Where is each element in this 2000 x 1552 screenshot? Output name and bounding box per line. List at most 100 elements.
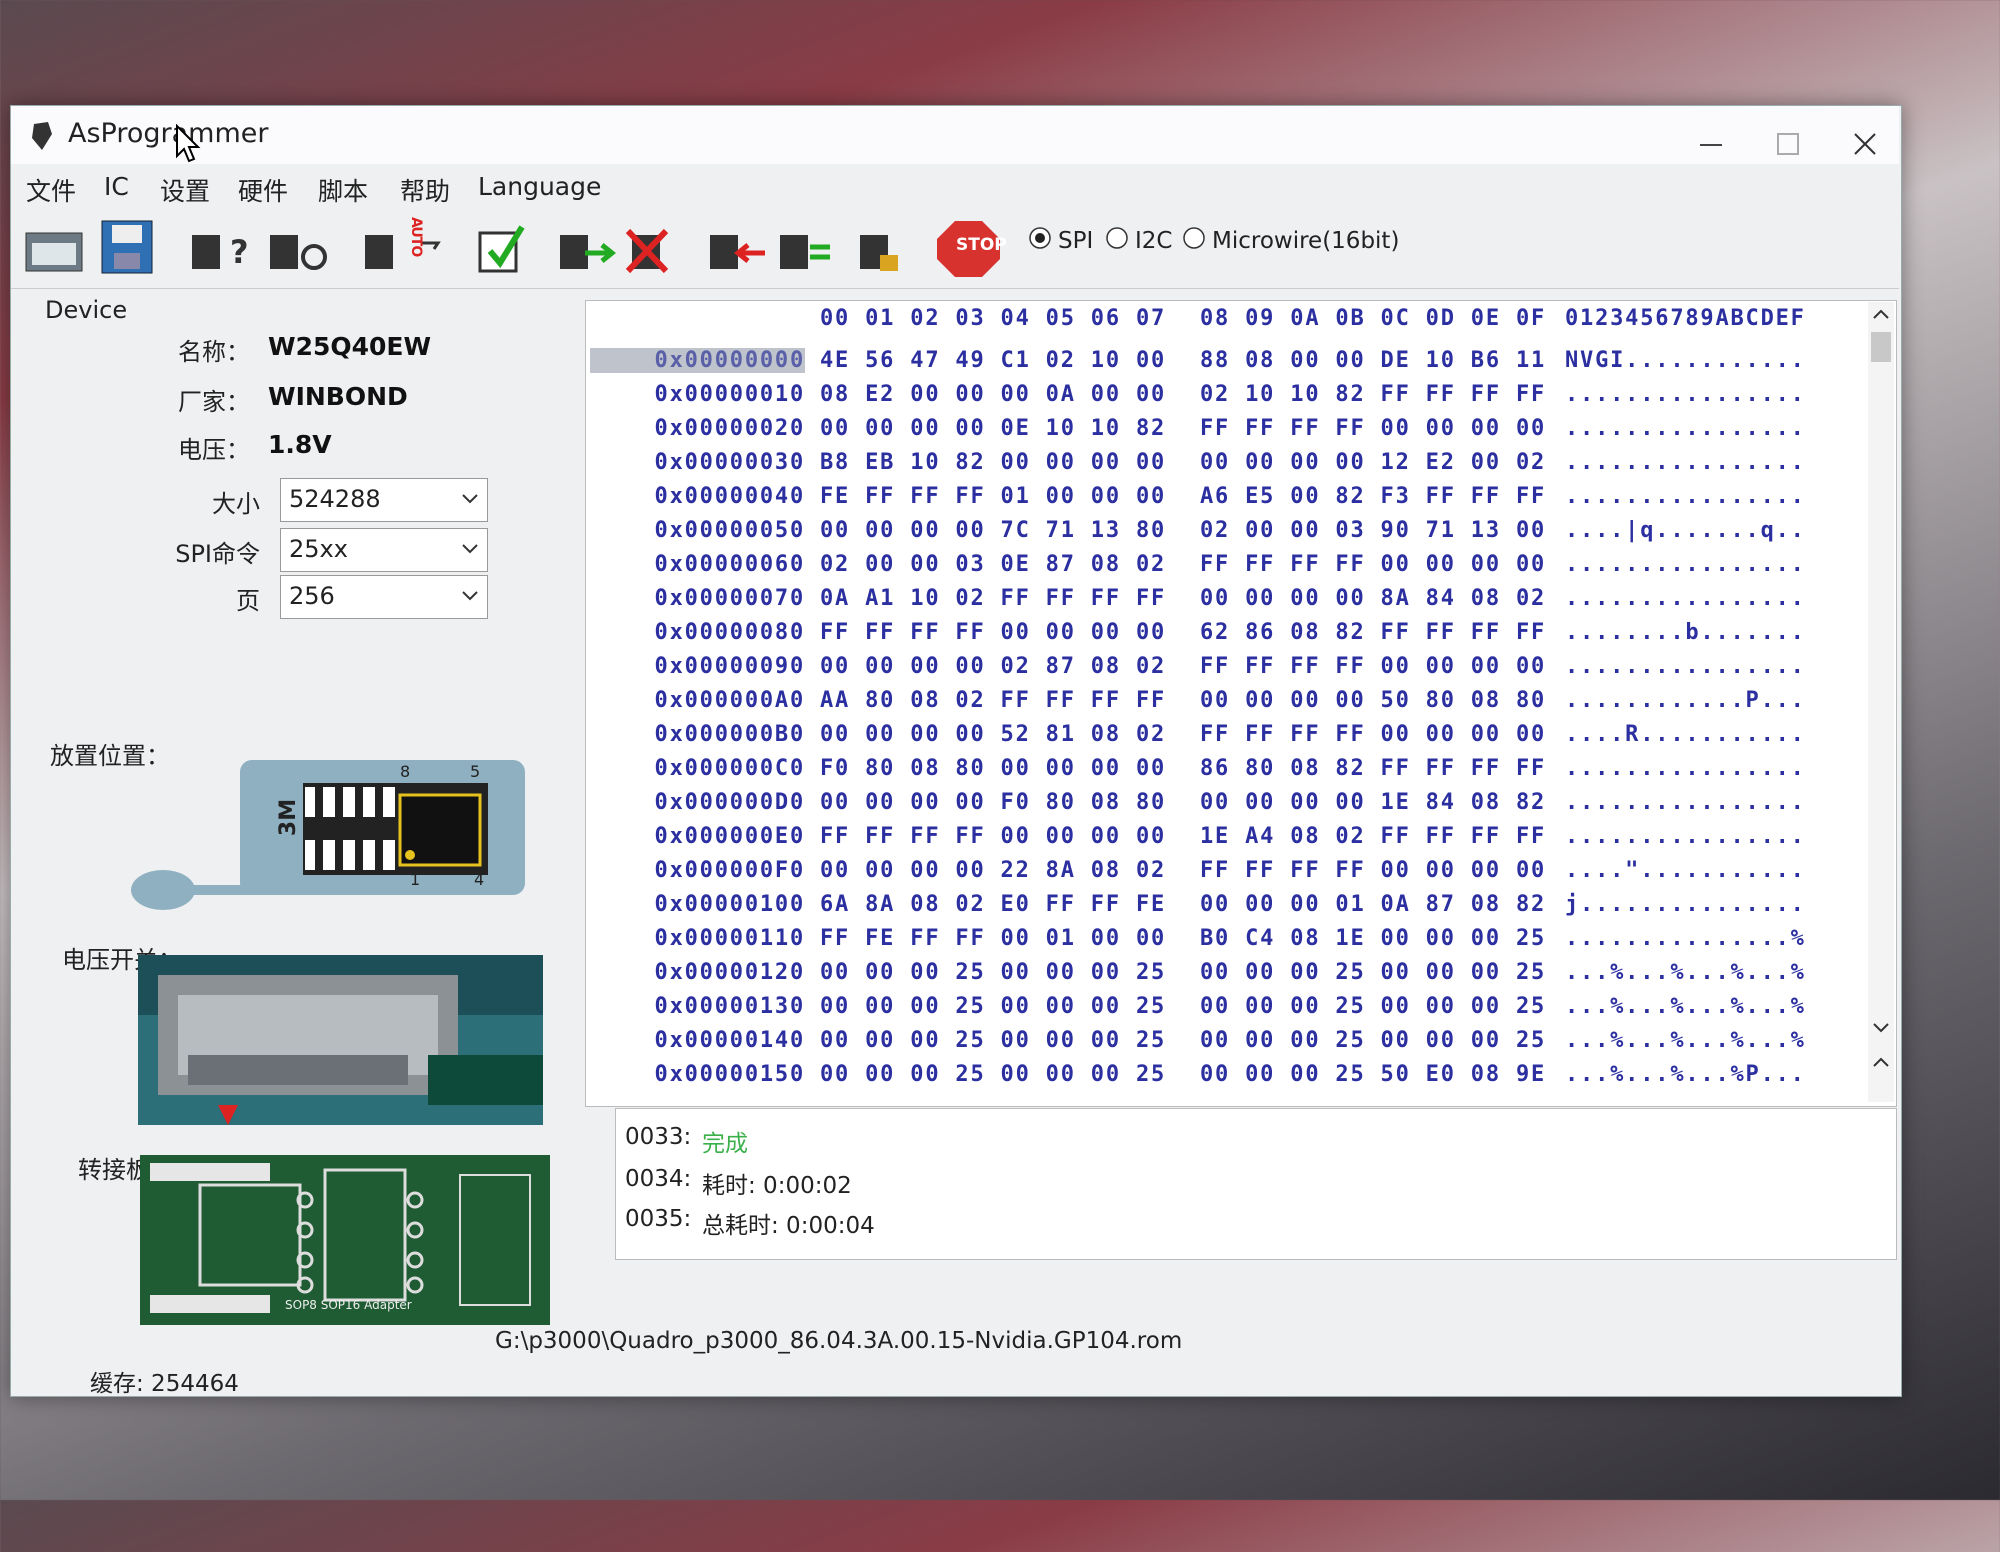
- radio-button[interactable]: [1105, 226, 1129, 250]
- hex-bytes[interactable]: 02 10 10 82 FF FF FF FF: [1200, 382, 1547, 407]
- hex-bytes[interactable]: 00 00 00 25 00 00 00 25: [820, 1062, 1167, 1087]
- ascii[interactable]: ................: [1565, 756, 1806, 781]
- toolbar-icons[interactable]: ?: [20, 215, 1420, 285]
- hex-bytes[interactable]: FF FF FF FF 00 00 00 00: [1200, 552, 1547, 577]
- ascii[interactable]: ................: [1565, 416, 1806, 441]
- ascii[interactable]: ...%...%...%P...: [1565, 1062, 1806, 1087]
- hex-bytes[interactable]: 02 00 00 03 0E 87 08 02: [820, 552, 1167, 577]
- hex-bytes[interactable]: 00 00 00 25 00 00 00 25: [1200, 960, 1547, 985]
- dropdown[interactable]: 25xx: [280, 528, 488, 572]
- hex-bytes[interactable]: 00 00 00 00 50 80 08 80: [1200, 688, 1547, 713]
- hex-bytes[interactable]: 00 00 00 00 8A 84 08 02: [1200, 586, 1547, 611]
- address[interactable]: 0x000000A0: [654, 688, 805, 713]
- menu-item[interactable]: 硬件: [238, 177, 289, 206]
- address[interactable]: 0x00000040: [654, 484, 805, 509]
- ascii[interactable]: ...."...........: [1565, 858, 1806, 883]
- hex-bytes[interactable]: 1E A4 08 02 FF FF FF FF: [1200, 824, 1547, 849]
- ascii[interactable]: ............P...: [1565, 688, 1806, 713]
- hex-bytes[interactable]: 00 00 00 25 50 E0 08 9E: [1200, 1062, 1547, 1087]
- ascii[interactable]: ................: [1565, 382, 1806, 407]
- address[interactable]: 0x00000150: [654, 1062, 805, 1087]
- ascii[interactable]: ................: [1565, 790, 1806, 815]
- address[interactable]: 0x00000020: [654, 416, 805, 441]
- hex-bytes[interactable]: FE FF FF FF 01 00 00 00: [820, 484, 1167, 509]
- hex-bytes[interactable]: 00 00 00 00 22 8A 08 02: [820, 858, 1167, 883]
- hex-bytes[interactable]: 6A 8A 08 02 E0 FF FF FE: [820, 892, 1167, 917]
- address[interactable]: 0x000000D0: [654, 790, 805, 815]
- hex-editor[interactable]: [585, 300, 1897, 1107]
- hex-bytes[interactable]: 02 00 00 03 90 71 13 00: [1200, 518, 1547, 543]
- window-controls[interactable]: [1700, 130, 1890, 160]
- hex-bytes[interactable]: 00 00 00 00 7C 71 13 80: [820, 518, 1167, 543]
- hex-bytes[interactable]: A6 E5 00 82 F3 FF FF FF: [1200, 484, 1547, 509]
- hex-bytes[interactable]: 86 80 08 82 FF FF FF FF: [1200, 756, 1547, 781]
- menu-item[interactable]: 脚本: [318, 177, 369, 206]
- hex-bytes[interactable]: 00 00 00 00 12 E2 00 02: [1200, 450, 1547, 475]
- scrollbars[interactable]: [1868, 302, 1894, 1552]
- address[interactable]: 0x00000090: [654, 654, 805, 679]
- menu-item[interactable]: Language: [478, 172, 602, 201]
- address[interactable]: 0x000000E0: [654, 824, 805, 849]
- hex-bytes[interactable]: FF FF FF FF 00 00 00 00: [1200, 858, 1547, 883]
- hex-bytes[interactable]: 00 00 00 00 02 87 08 02: [820, 654, 1167, 679]
- hex-bytes[interactable]: 88 08 00 00 DE 10 B6 11: [1200, 348, 1547, 373]
- ascii[interactable]: ................: [1565, 552, 1806, 577]
- hex-bytes[interactable]: 00 00 00 00 0E 10 10 82: [820, 416, 1167, 441]
- ascii[interactable]: ................: [1565, 484, 1806, 509]
- hex-bytes[interactable]: 00 00 00 25 00 00 00 25: [820, 1028, 1167, 1053]
- hex-bytes[interactable]: FF FF FF FF 00 00 00 00: [1200, 654, 1547, 679]
- address[interactable]: 0x000000F0: [654, 858, 805, 883]
- hex-bytes[interactable]: 00 00 00 25 00 00 00 25: [820, 960, 1167, 985]
- radio-label[interactable]: Microwire(16bit): [1212, 228, 1400, 254]
- hex-bytes[interactable]: AA 80 08 02 FF FF FF FF: [820, 688, 1167, 713]
- dropdown[interactable]: 256: [280, 575, 488, 619]
- address[interactable]: 0x00000000: [590, 348, 805, 373]
- ascii[interactable]: ....R...........: [1565, 722, 1806, 747]
- address[interactable]: 0x000000B0: [654, 722, 805, 747]
- address[interactable]: 0x00000120: [654, 960, 805, 985]
- ascii[interactable]: ...%...%...%...%: [1565, 994, 1806, 1019]
- address[interactable]: 0x00000060: [654, 552, 805, 577]
- address[interactable]: 0x00000050: [654, 518, 805, 543]
- hex-bytes[interactable]: FF FF FF FF 00 00 00 00: [1200, 722, 1547, 747]
- menu-item[interactable]: 文件: [26, 177, 77, 206]
- hex-bytes[interactable]: FF FF FF FF 00 00 00 00: [820, 620, 1167, 645]
- address[interactable]: 0x00000140: [654, 1028, 805, 1053]
- hex-bytes[interactable]: 00 00 00 00 1E 84 08 82: [1200, 790, 1547, 815]
- hex-bytes[interactable]: 00 00 00 01 0A 87 08 82: [1200, 892, 1547, 917]
- hex-bytes[interactable]: B8 EB 10 82 00 00 00 00: [820, 450, 1167, 475]
- hex-bytes[interactable]: 00 00 00 25 00 00 00 25: [1200, 994, 1547, 1019]
- menu-item[interactable]: 设置: [160, 177, 211, 206]
- menu-item[interactable]: IC: [104, 172, 129, 201]
- address[interactable]: 0x00000100: [654, 892, 805, 917]
- stop-label[interactable]: STOP: [956, 235, 1007, 255]
- address[interactable]: 0x00000010: [654, 382, 805, 407]
- hex-bytes[interactable]: F0 80 08 80 00 00 00 00: [820, 756, 1167, 781]
- ascii[interactable]: ...%...%...%...%: [1565, 960, 1806, 985]
- ascii[interactable]: ................: [1565, 824, 1806, 849]
- hex-bytes[interactable]: FF FF FF FF 00 00 00 00: [820, 824, 1167, 849]
- ascii[interactable]: ........b.......: [1565, 620, 1806, 645]
- ascii[interactable]: ................: [1565, 654, 1806, 679]
- address[interactable]: 0x00000070: [654, 586, 805, 611]
- hex-bytes[interactable]: FF FF FF FF 00 00 00 00: [1200, 416, 1547, 441]
- hex-bytes[interactable]: 4E 56 47 49 C1 02 10 00: [820, 348, 1167, 373]
- hex-bytes[interactable]: 00 00 00 00 F0 80 08 80: [820, 790, 1167, 815]
- address[interactable]: 0x00000110: [654, 926, 805, 951]
- address[interactable]: 0x00000130: [654, 994, 805, 1019]
- radio-button[interactable]: [1028, 226, 1052, 250]
- menu-item[interactable]: 帮助: [400, 177, 451, 206]
- radio-button[interactable]: [1182, 226, 1206, 250]
- hex-bytes[interactable]: B0 C4 08 1E 00 00 00 25: [1200, 926, 1547, 951]
- hex-bytes[interactable]: FF FE FF FF 00 01 00 00: [820, 926, 1167, 951]
- ascii[interactable]: ....|q.......q..: [1565, 518, 1806, 543]
- ascii[interactable]: ...%...%...%...%: [1565, 1028, 1806, 1053]
- address[interactable]: 0x000000C0: [654, 756, 805, 781]
- hex-bytes[interactable]: 00 00 00 25 00 00 00 25: [820, 994, 1167, 1019]
- hex-bytes[interactable]: 00 00 00 25 00 00 00 25: [1200, 1028, 1547, 1053]
- ascii[interactable]: ...............%: [1565, 926, 1806, 951]
- address[interactable]: 0x00000030: [654, 450, 805, 475]
- ascii[interactable]: ................: [1565, 586, 1806, 611]
- hex-bytes[interactable]: 62 86 08 82 FF FF FF FF: [1200, 620, 1547, 645]
- ascii[interactable]: ................: [1565, 450, 1806, 475]
